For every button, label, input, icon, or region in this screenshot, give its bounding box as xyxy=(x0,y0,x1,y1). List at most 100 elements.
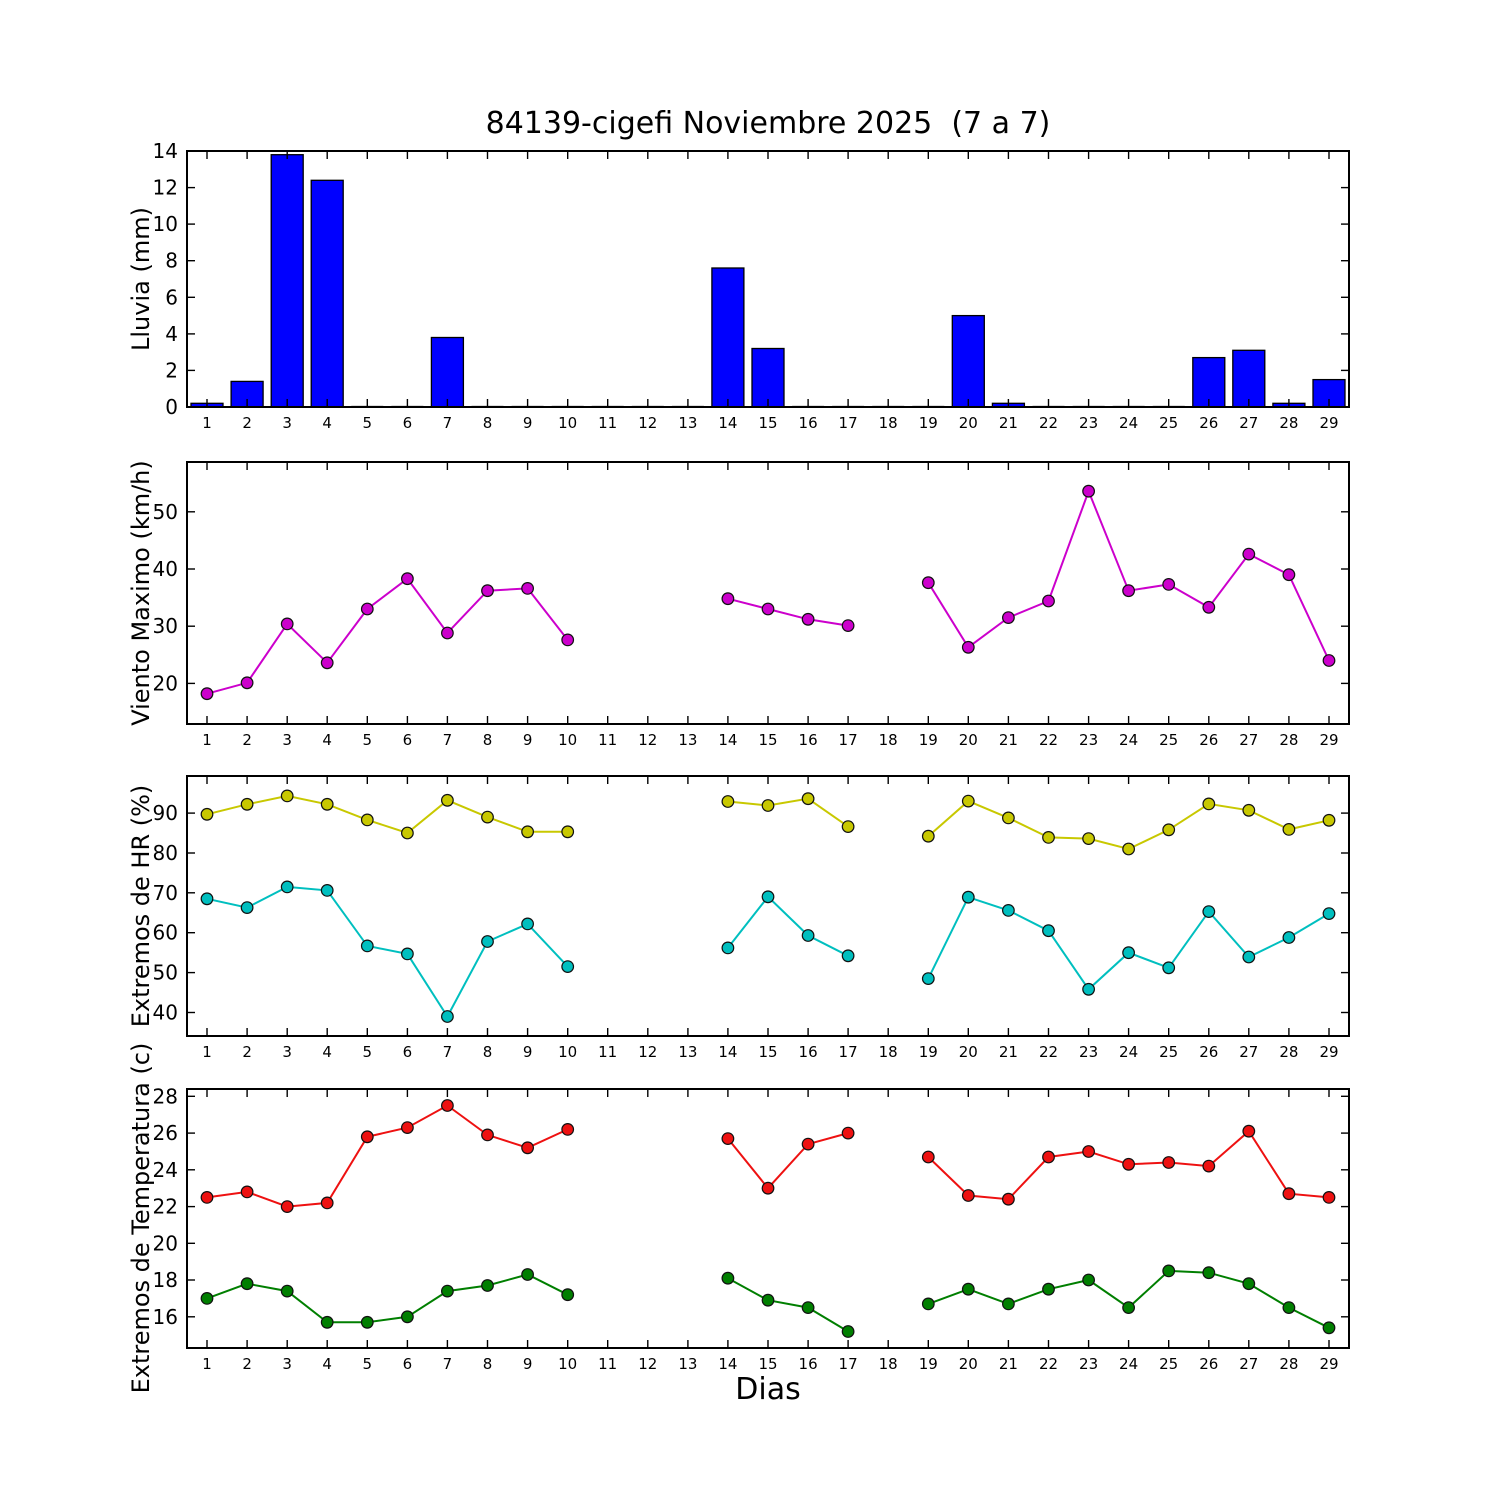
data-point xyxy=(721,1271,735,1285)
data-point xyxy=(1282,568,1296,582)
y-tick-labels: 40 50 60 70 80 90 xyxy=(153,801,178,1024)
data-point xyxy=(841,1325,855,1338)
svg-text:18: 18 xyxy=(879,414,898,432)
data-point xyxy=(200,687,214,701)
data-point xyxy=(1042,1282,1055,1296)
data-point xyxy=(360,813,374,827)
series-temperatura-maxima xyxy=(200,1099,1336,1213)
svg-text:2: 2 xyxy=(242,414,252,432)
svg-text:30: 30 xyxy=(153,614,178,638)
svg-text:19: 19 xyxy=(919,731,938,749)
svg-text:25: 25 xyxy=(1159,1043,1178,1061)
svg-text:26: 26 xyxy=(1199,1043,1218,1061)
subplot-temperatura: 1 2 3 4 5 6 7 8 9 10 11 12 13 14 15 16 17 18 19 20 21 22 23 24 2… xyxy=(153,1084,1350,1373)
plot-background xyxy=(187,1089,1349,1348)
data-point xyxy=(761,799,775,812)
data-point xyxy=(1202,1159,1216,1173)
data-point xyxy=(441,1284,454,1298)
data-point xyxy=(761,602,775,616)
svg-text:16: 16 xyxy=(799,1043,818,1061)
data-point xyxy=(1322,654,1336,667)
svg-text:2: 2 xyxy=(242,731,252,749)
svg-text:9: 9 xyxy=(523,1355,533,1373)
data-point xyxy=(1322,907,1336,920)
svg-text:4: 4 xyxy=(322,414,332,432)
x-tick-labels: 1 2 3 4 5 6 7 8 9 10 11 12 13 14 15 16 17 18 19 20 21 22 23 24 2… xyxy=(202,1043,1338,1061)
data-point xyxy=(1002,811,1015,825)
svg-text:14: 14 xyxy=(718,1355,737,1373)
svg-text:24: 24 xyxy=(1119,731,1138,749)
svg-text:8: 8 xyxy=(483,1043,493,1061)
y-tick-labels: 20 30 40 50 xyxy=(153,500,178,696)
svg-text:17: 17 xyxy=(839,1355,858,1373)
data-point xyxy=(360,602,374,616)
data-point xyxy=(1282,1187,1296,1201)
svg-text:17: 17 xyxy=(839,414,858,432)
svg-text:50: 50 xyxy=(153,961,178,985)
svg-text:26: 26 xyxy=(1199,731,1218,749)
svg-text:6: 6 xyxy=(403,414,413,432)
svg-text:8: 8 xyxy=(483,731,493,749)
svg-text:13: 13 xyxy=(678,731,697,749)
svg-text:27: 27 xyxy=(1239,1355,1258,1373)
svg-text:15: 15 xyxy=(758,1355,777,1373)
data-point xyxy=(1202,600,1216,614)
data-point xyxy=(1002,1297,1015,1311)
data-point xyxy=(280,789,294,803)
svg-text:23: 23 xyxy=(1079,1355,1098,1373)
subplot-hr: 1 2 3 4 5 6 7 8 9 10 11 12 13 14 15 16 17 18 19 20 21 22 23 24 2… xyxy=(153,775,1350,1061)
data-point xyxy=(320,1315,334,1329)
rain-bar xyxy=(1192,356,1226,408)
svg-text:26: 26 xyxy=(1199,1355,1218,1373)
data-point xyxy=(1042,924,1055,938)
svg-text:24: 24 xyxy=(1119,414,1138,432)
x-axis-label: Dias xyxy=(735,1372,801,1407)
y-tick-labels: 0 2 4 6 8 10 12 14 xyxy=(153,139,178,419)
svg-text:6: 6 xyxy=(165,285,178,309)
data-point xyxy=(401,947,414,961)
data-point xyxy=(801,929,815,942)
svg-text:8: 8 xyxy=(165,249,178,273)
svg-text:21: 21 xyxy=(999,1355,1018,1373)
data-point xyxy=(1082,832,1095,845)
data-point xyxy=(481,1279,494,1292)
data-point xyxy=(200,807,214,821)
svg-text:2: 2 xyxy=(242,1043,252,1061)
plot-frame xyxy=(186,1088,1350,1349)
data-point xyxy=(1082,982,1095,996)
data-point xyxy=(1282,1301,1296,1314)
svg-text:27: 27 xyxy=(1239,731,1258,749)
axis-ticks xyxy=(187,1089,1349,1348)
svg-text:29: 29 xyxy=(1319,731,1338,749)
data-point xyxy=(1202,797,1216,811)
svg-text:14: 14 xyxy=(718,731,737,749)
svg-text:7: 7 xyxy=(443,1043,453,1061)
svg-text:19: 19 xyxy=(919,1355,938,1373)
svg-text:20: 20 xyxy=(959,414,978,432)
data-point xyxy=(801,1301,815,1314)
svg-text:29: 29 xyxy=(1319,1043,1338,1061)
svg-text:80: 80 xyxy=(153,841,178,865)
data-point xyxy=(921,972,935,985)
plot-frame xyxy=(186,775,1350,1037)
data-point xyxy=(401,826,414,840)
chart-title: 84139-cigefi Noviembre 2025 (7 a 7) xyxy=(485,106,1051,141)
data-point xyxy=(561,960,575,973)
svg-text:22: 22 xyxy=(1039,1043,1058,1061)
data-point xyxy=(1282,931,1296,944)
data-point xyxy=(1322,813,1336,827)
svg-text:28: 28 xyxy=(1279,731,1298,749)
svg-text:9: 9 xyxy=(523,1043,533,1061)
axis-ticks xyxy=(187,776,1349,1036)
plot-background xyxy=(187,776,1349,1036)
data-point xyxy=(1082,484,1095,498)
data-point xyxy=(1122,842,1135,856)
svg-text:22: 22 xyxy=(1039,414,1058,432)
data-point xyxy=(240,1185,254,1199)
svg-text:23: 23 xyxy=(1079,1043,1098,1061)
svg-text:2: 2 xyxy=(242,1355,252,1373)
data-point xyxy=(401,572,414,586)
data-point xyxy=(481,584,494,598)
